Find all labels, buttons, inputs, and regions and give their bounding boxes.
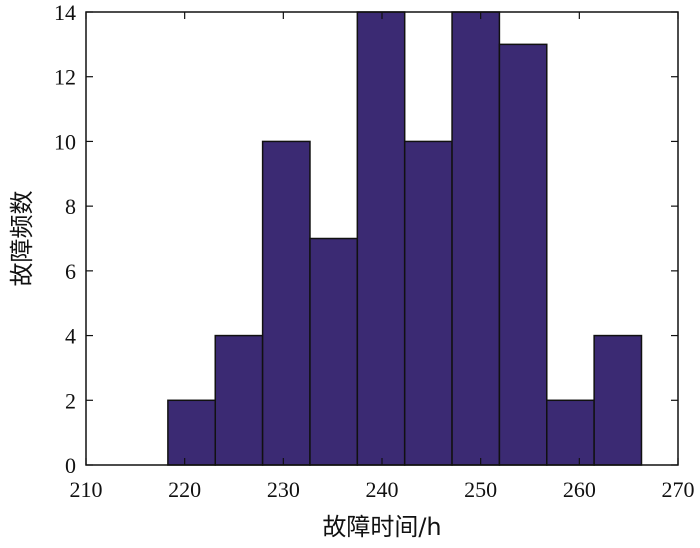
ticks-group: 210 220 230 240 250 260 270 0 2 4 6 8 10 12 14 — [54, 0, 695, 502]
x-tick-label-3: 240 — [366, 477, 399, 502]
x-axis-title: 故障时间/h — [322, 513, 441, 541]
y-axis-title: 故障频数 — [8, 191, 36, 287]
x-tick-label-4: 250 — [464, 477, 497, 502]
bars-group — [167, 11, 643, 466]
bar-1 — [214, 334, 264, 466]
bar-0 — [167, 399, 217, 466]
bar-8 — [546, 399, 595, 466]
x-tick-label-0: 210 — [70, 477, 103, 502]
y-tick-label-5: 10 — [54, 129, 76, 154]
x-tick-label-6: 270 — [662, 477, 695, 502]
bar-9 — [593, 334, 643, 466]
y-tick-label-6: 12 — [54, 65, 76, 90]
y-tick-label-3: 6 — [65, 259, 76, 284]
y-tick-label-1: 2 — [65, 388, 76, 413]
y-tick-label-7: 14 — [54, 0, 76, 25]
y-tick-label-0: 0 — [65, 453, 76, 478]
x-tick-label-2: 230 — [267, 477, 300, 502]
bar-2 — [261, 140, 311, 466]
bar-7 — [498, 43, 548, 466]
bar-5 — [403, 140, 453, 466]
y-tick-label-4: 8 — [65, 194, 76, 219]
bar-4 — [356, 11, 406, 466]
x-tick-label-1: 220 — [168, 477, 201, 502]
x-tick-label-5: 260 — [563, 477, 596, 502]
bar-6 — [451, 11, 501, 466]
bar-3 — [309, 237, 359, 466]
y-tick-label-2: 4 — [65, 324, 76, 349]
